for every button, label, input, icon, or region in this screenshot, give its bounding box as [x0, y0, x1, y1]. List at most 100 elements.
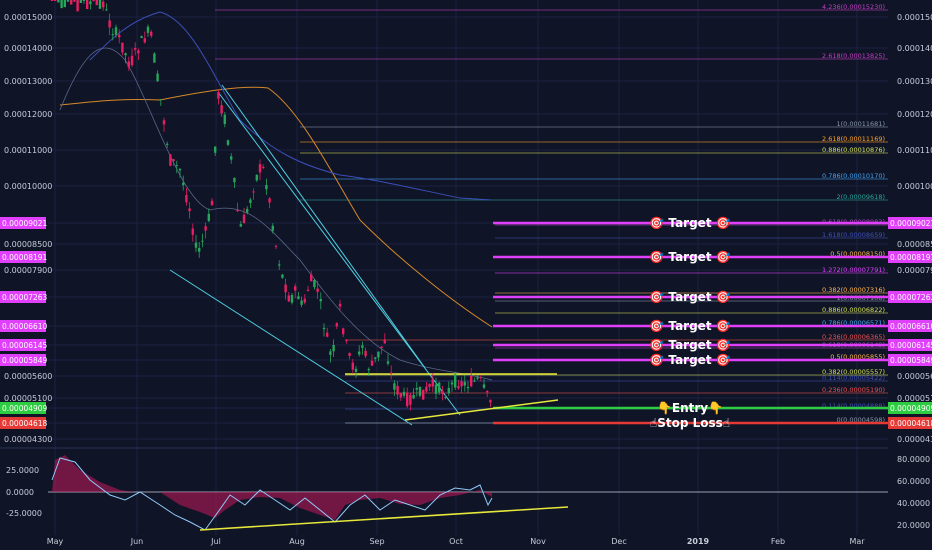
candle-body — [226, 140, 230, 145]
candle-body — [316, 288, 319, 292]
candle-body — [207, 213, 210, 221]
candle-body — [198, 247, 201, 252]
candle-body — [422, 389, 425, 400]
candle-body — [313, 279, 316, 288]
candle-body — [156, 73, 159, 82]
candle-body — [463, 381, 466, 386]
fib-level-label: 0.786(0.00010170) — [822, 172, 885, 180]
candle-body — [393, 383, 396, 390]
indicator-histogram — [52, 455, 492, 520]
candle-body — [172, 159, 175, 161]
candle-body — [252, 191, 255, 193]
candle-body — [262, 166, 265, 168]
candle-body — [102, 1, 105, 8]
x-axis-label: Jul — [210, 537, 221, 546]
indicator-tick-left: 25.0000 — [6, 466, 39, 475]
x-axis-label: Mar — [849, 537, 865, 546]
price-badge-left — [0, 354, 46, 366]
price-tick-left: 0.00015000 — [4, 13, 52, 22]
indicator-tick-left: -25.0000 — [6, 509, 42, 518]
candle-body — [50, 0, 54, 1]
candle-body — [338, 303, 342, 307]
price-badge-left — [0, 339, 46, 351]
candle-body — [322, 327, 326, 330]
indicator-tick-right: 80.0000 — [897, 455, 930, 464]
candle-body — [374, 357, 377, 359]
candle-body — [482, 384, 486, 388]
price-tick-left: 0.00008500 — [4, 240, 52, 249]
price-badge-left-text: 0.00005849 — [2, 356, 48, 365]
fib-level-label: 0.5(0.00008150) — [830, 250, 885, 258]
price-tick-right: 0.00004300 — [897, 435, 932, 444]
price-badge-right — [888, 217, 932, 229]
fib-level-label: 0.382(0.00007316) — [822, 286, 885, 294]
candle-body — [233, 177, 236, 183]
candle-body — [476, 377, 479, 379]
chart-annotation: 🎯 Target 🎯 — [649, 319, 730, 333]
fib-level-label: 0.382(0.00005557) — [822, 368, 885, 376]
candle-body — [354, 368, 358, 372]
x-axis-label: Nov — [530, 537, 546, 546]
candle-body — [367, 368, 370, 371]
candle-body — [434, 384, 438, 394]
candle-body — [290, 294, 294, 303]
price-badge-left-text: 0.00004909 — [2, 404, 48, 413]
candle-body — [300, 300, 303, 305]
fib-level-label: 0.114(0.00004888) — [822, 402, 885, 410]
candle-body — [489, 399, 492, 403]
candle-body — [281, 274, 284, 278]
candle-body — [118, 34, 121, 38]
trend-line — [169, 269, 413, 426]
price-tick-right: 0.00005600 — [897, 372, 932, 381]
candle-body — [105, 9, 108, 11]
price-tick-left: 0.00012000 — [4, 110, 52, 119]
candle-body — [399, 393, 402, 398]
fib-level-label: 4.236(0.00015230) — [822, 3, 885, 11]
candle-body — [98, 0, 102, 9]
candle-body — [271, 225, 274, 231]
price-badge-right — [888, 402, 932, 414]
price-badge-left — [0, 402, 46, 414]
price-badge-right — [888, 251, 932, 263]
candle-body — [370, 360, 374, 366]
candle-body — [185, 195, 188, 203]
candle-body — [230, 156, 233, 160]
candle-body — [204, 226, 207, 231]
chart-annotation: 🎯 Target 🎯 — [649, 250, 730, 264]
price-tick-right: 0.00014000 — [897, 44, 932, 53]
chart-annotation: ☝Stop Loss☝ — [650, 416, 730, 430]
candle-body — [214, 146, 217, 153]
candle-body — [294, 286, 297, 291]
chart-annotation: 🎯 Target 🎯 — [649, 338, 730, 352]
x-axis-label: Aug — [289, 537, 305, 546]
candle-body — [460, 381, 463, 387]
candle-body — [364, 350, 367, 357]
candle-body — [486, 390, 489, 393]
fib-level-label: 1.618(0.00008659) — [822, 231, 885, 239]
candle-body — [162, 120, 166, 125]
price-tick-right: 0.00012000 — [897, 110, 932, 119]
candle-body — [201, 240, 204, 242]
indicator-tick-left: 0.0000 — [6, 488, 34, 497]
candle-body — [457, 386, 460, 389]
candle-body — [111, 34, 114, 36]
candle-body — [268, 198, 271, 203]
price-badge-left-text: 0.00007263 — [2, 293, 48, 302]
candle-body — [246, 208, 249, 213]
candle-body — [220, 105, 223, 114]
candle-body — [380, 346, 383, 348]
candle-body — [159, 99, 162, 101]
candle-body — [345, 340, 348, 342]
candle-body — [121, 42, 124, 53]
candle-body — [335, 323, 338, 327]
indicator-trend-line — [199, 506, 569, 531]
candle-body — [278, 264, 281, 266]
candle-body — [406, 392, 409, 407]
chart-annotation: 👇Entry👇 — [657, 401, 723, 415]
price-badge-left — [0, 320, 46, 332]
trend-line — [221, 84, 426, 369]
price-badge-left-text: 0.00006610 — [2, 322, 48, 331]
fib-level-label: 1.272(0.00007791) — [822, 266, 885, 274]
candle-body — [396, 385, 399, 395]
